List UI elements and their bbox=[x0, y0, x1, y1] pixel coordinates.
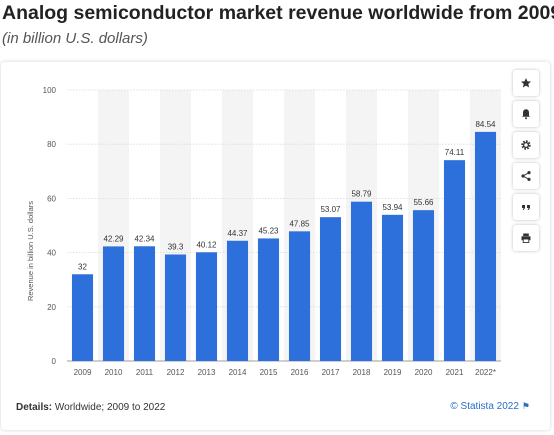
settings-button[interactable] bbox=[513, 132, 539, 158]
x-tick-label: 2009 bbox=[74, 368, 92, 377]
gear-icon bbox=[521, 140, 531, 150]
value-label: 53.07 bbox=[320, 205, 341, 214]
bar-2022[interactable] bbox=[474, 131, 497, 361]
value-label: 45.23 bbox=[258, 226, 279, 235]
value-label: 39.3 bbox=[168, 242, 184, 251]
details-label: Details: bbox=[16, 402, 53, 413]
y-tick-label: 40 bbox=[47, 249, 56, 258]
favorite-button[interactable] bbox=[513, 70, 539, 96]
chart-subtitle: (in billion U.S. dollars) bbox=[2, 30, 148, 47]
x-tick-label: 2011 bbox=[136, 368, 154, 377]
star-icon bbox=[521, 78, 531, 88]
x-tick-label: 2018 bbox=[353, 368, 371, 377]
details-text: Worldwide; 2009 to 2022 bbox=[52, 402, 166, 413]
bar-2009[interactable] bbox=[71, 274, 94, 361]
value-label: 74.11 bbox=[445, 148, 465, 157]
bar-chart: 32 42.29 42.34 39.3 40.12 44.37 45.23 47.85 53.0… bbox=[26, 86, 501, 377]
bar-2018[interactable] bbox=[350, 201, 373, 361]
x-tick-label: 2012 bbox=[167, 368, 185, 377]
chart-toolbar bbox=[513, 70, 541, 256]
bar-2016[interactable] bbox=[288, 231, 311, 361]
bar-2020[interactable] bbox=[412, 210, 435, 361]
bell-icon bbox=[522, 109, 530, 120]
y-tick-label: 60 bbox=[47, 194, 56, 203]
value-label: 55.66 bbox=[413, 198, 434, 207]
x-tick-label: 2022* bbox=[475, 368, 496, 377]
y-tick-label: 20 bbox=[47, 303, 56, 312]
bar-2013[interactable] bbox=[195, 252, 218, 361]
value-label: 32 bbox=[78, 262, 87, 271]
value-label: 42.29 bbox=[103, 234, 124, 243]
x-tick-label: 2019 bbox=[384, 368, 402, 377]
y-axis-title: Revenue in billion U.S. dollars bbox=[26, 201, 35, 301]
bar-2017[interactable] bbox=[319, 217, 342, 361]
credit-text: © Statista 2022 bbox=[450, 401, 519, 412]
y-tick-label: 0 bbox=[52, 357, 57, 366]
x-tick-label: 2015 bbox=[260, 368, 278, 377]
x-tick-label: 2013 bbox=[198, 368, 216, 377]
x-tick-label: 2021 bbox=[446, 368, 464, 377]
value-label: 47.85 bbox=[289, 219, 310, 228]
value-label: 58.79 bbox=[351, 190, 372, 199]
bar-2015[interactable] bbox=[257, 238, 280, 361]
share-icon bbox=[521, 171, 531, 181]
bar-2012[interactable] bbox=[164, 254, 187, 361]
value-label: 40.12 bbox=[196, 240, 217, 249]
flag-icon: ⚑ bbox=[521, 401, 530, 411]
bar-2019[interactable] bbox=[381, 214, 404, 361]
y-tick-label: 100 bbox=[43, 86, 57, 95]
details-note: Details: Worldwide; 2009 to 2022 bbox=[16, 402, 165, 413]
notification-button[interactable] bbox=[513, 101, 539, 127]
x-tick-label: 2014 bbox=[229, 368, 247, 377]
print-icon bbox=[521, 233, 531, 243]
chart-title: Analog semiconductor market revenue worl… bbox=[2, 2, 554, 24]
x-tick-label: 2016 bbox=[291, 368, 309, 377]
x-tick-label: 2020 bbox=[415, 368, 433, 377]
quote-icon bbox=[522, 205, 530, 210]
value-label: 42.34 bbox=[134, 234, 155, 243]
statista-credit[interactable]: © Statista 2022 ⚑ bbox=[450, 401, 530, 412]
bar-2014[interactable] bbox=[226, 240, 249, 361]
bar-2011[interactable] bbox=[133, 246, 156, 361]
value-label: 53.94 bbox=[382, 203, 403, 212]
print-button[interactable] bbox=[513, 225, 539, 251]
value-label: 44.37 bbox=[227, 229, 248, 238]
bar-2010[interactable] bbox=[102, 246, 125, 361]
y-tick-label: 80 bbox=[47, 140, 56, 149]
x-tick-label: 2017 bbox=[322, 368, 340, 377]
cite-button[interactable] bbox=[513, 194, 539, 220]
bar-2021[interactable] bbox=[443, 160, 466, 361]
chart-card: 32 42.29 42.34 39.3 40.12 44.37 45.23 47.85 53.0… bbox=[1, 62, 550, 430]
share-button[interactable] bbox=[513, 163, 539, 189]
value-label: 84.54 bbox=[475, 120, 496, 129]
x-tick-label: 2010 bbox=[105, 368, 123, 377]
